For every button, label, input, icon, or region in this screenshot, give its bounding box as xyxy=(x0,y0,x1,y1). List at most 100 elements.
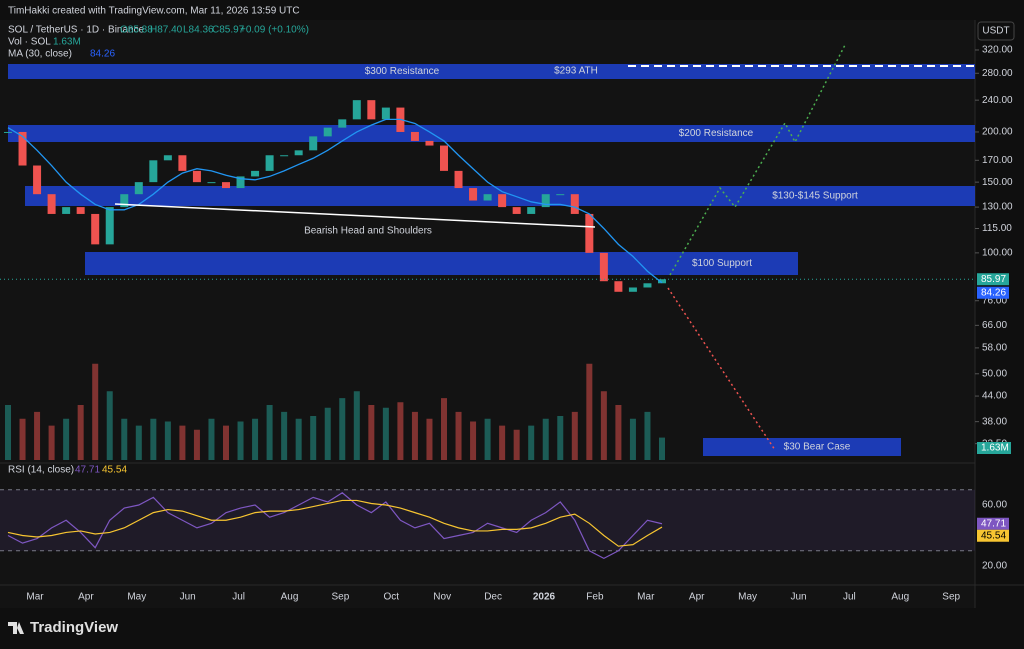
candle xyxy=(410,131,419,141)
candle xyxy=(614,281,623,292)
candle xyxy=(76,207,85,214)
zone-label: $300 Resistance xyxy=(365,66,440,77)
ohlc-value: L84.36 xyxy=(183,25,214,36)
volume-bar xyxy=(586,363,593,460)
volume-bar xyxy=(441,398,447,460)
y-tick-label: 280.00 xyxy=(982,68,1013,79)
zone xyxy=(8,125,975,142)
currency[interactable]: USDT xyxy=(982,26,1009,37)
y-tick-label: 58.00 xyxy=(982,343,1007,354)
rsi-ma-line xyxy=(7,499,663,547)
candle xyxy=(236,176,245,189)
y-tick-label: 150.00 xyxy=(982,177,1013,188)
candle xyxy=(381,107,390,120)
x-tick-label: Jul xyxy=(843,592,856,603)
volume-badge xyxy=(977,442,1011,454)
x-tick-label: Apr xyxy=(689,592,705,603)
currency-box[interactable] xyxy=(977,21,1015,41)
candle xyxy=(120,194,129,208)
rsi-badge xyxy=(977,517,1009,530)
volume-bar xyxy=(135,425,142,460)
rsi-tick-label: 60.00 xyxy=(982,500,1007,511)
candle xyxy=(498,194,507,208)
bull-path xyxy=(669,44,846,276)
x-tick-label: Feb xyxy=(586,592,604,603)
zone xyxy=(703,438,901,456)
volume-bar xyxy=(600,391,607,460)
y-tick-label: 50.00 xyxy=(982,368,1007,379)
volume-bar xyxy=(659,437,665,460)
candle xyxy=(541,194,550,208)
x-tick-label: Dec xyxy=(484,592,502,603)
rsi-tick-label: 20.00 xyxy=(982,561,1007,572)
candle xyxy=(352,100,361,120)
price-badge-label: 85.97 xyxy=(981,274,1006,285)
x-tick-label: Jul xyxy=(232,592,245,603)
volume-bar xyxy=(193,429,200,460)
volume-bar xyxy=(455,411,462,460)
candle xyxy=(207,182,216,184)
volume-bar xyxy=(281,411,288,460)
x-tick-label: Sep xyxy=(332,592,350,603)
x-tick-label: Nov xyxy=(433,592,451,603)
volume-label: Vol · SOL xyxy=(8,37,51,48)
x-tick-label: Oct xyxy=(384,592,400,603)
logo-icon xyxy=(8,622,24,634)
y-tick-label: 170.00 xyxy=(982,155,1013,166)
candle xyxy=(178,155,187,171)
x-tick-label: Sep xyxy=(942,592,960,603)
volume-bar xyxy=(252,418,259,460)
volume-bar xyxy=(237,421,244,460)
y-tick-label: 100.00 xyxy=(982,248,1013,259)
volume-value: 1.63M xyxy=(53,37,81,48)
ohlc-value: +0.09 (+0.10%) xyxy=(240,25,309,36)
x-tick-label: Jun xyxy=(790,592,806,603)
volume-badge-label: 1.63M xyxy=(981,443,1009,454)
zone-label: $30 Bear Case xyxy=(784,442,851,453)
volume-bar xyxy=(411,411,418,460)
volume-bar xyxy=(5,405,11,460)
zone xyxy=(8,64,975,79)
ma-value: 84.26 xyxy=(90,49,115,60)
volume-bar xyxy=(571,411,578,460)
candle xyxy=(483,194,492,201)
candle xyxy=(556,194,565,196)
ohlc-value: O85.88 xyxy=(120,25,153,36)
volume-bar xyxy=(63,418,70,460)
zone-label: $100 Support xyxy=(692,258,752,269)
zone-label: $200 Resistance xyxy=(679,128,754,139)
zone xyxy=(85,252,798,275)
candle xyxy=(265,155,274,171)
neckline-label: Bearish Head and Shoulders xyxy=(304,226,432,237)
rsi-badge xyxy=(977,529,1009,542)
candle xyxy=(585,213,594,253)
ma-line xyxy=(7,118,663,284)
rsi-header-value: 47.71 xyxy=(75,465,100,476)
volume-bar xyxy=(339,398,346,460)
candle xyxy=(570,194,579,214)
volume-bar xyxy=(48,425,55,460)
candle xyxy=(527,207,536,214)
volume-bar xyxy=(382,407,389,460)
x-tick-label: Apr xyxy=(78,592,94,603)
volume-bar xyxy=(92,363,99,460)
x-tick-label: Jun xyxy=(180,592,196,603)
candle xyxy=(33,165,42,195)
candle xyxy=(91,213,100,245)
candle xyxy=(643,283,652,288)
ma-label: MA (30, close) xyxy=(8,49,72,60)
y-tick-label: 200.00 xyxy=(982,127,1013,138)
rsi-line xyxy=(7,492,663,560)
volume-bar xyxy=(368,405,375,460)
x-tick-label: Aug xyxy=(281,592,299,603)
volume-bar xyxy=(542,418,549,460)
ohlc-value: C85.97 xyxy=(212,25,245,36)
volume-bar xyxy=(121,418,128,460)
candle xyxy=(469,188,478,201)
volume-bar xyxy=(484,418,491,460)
candle xyxy=(280,155,289,157)
volume-bar xyxy=(77,405,84,460)
x-tick-label: May xyxy=(127,592,146,603)
rsi-badge-label: 47.71 xyxy=(981,518,1006,529)
